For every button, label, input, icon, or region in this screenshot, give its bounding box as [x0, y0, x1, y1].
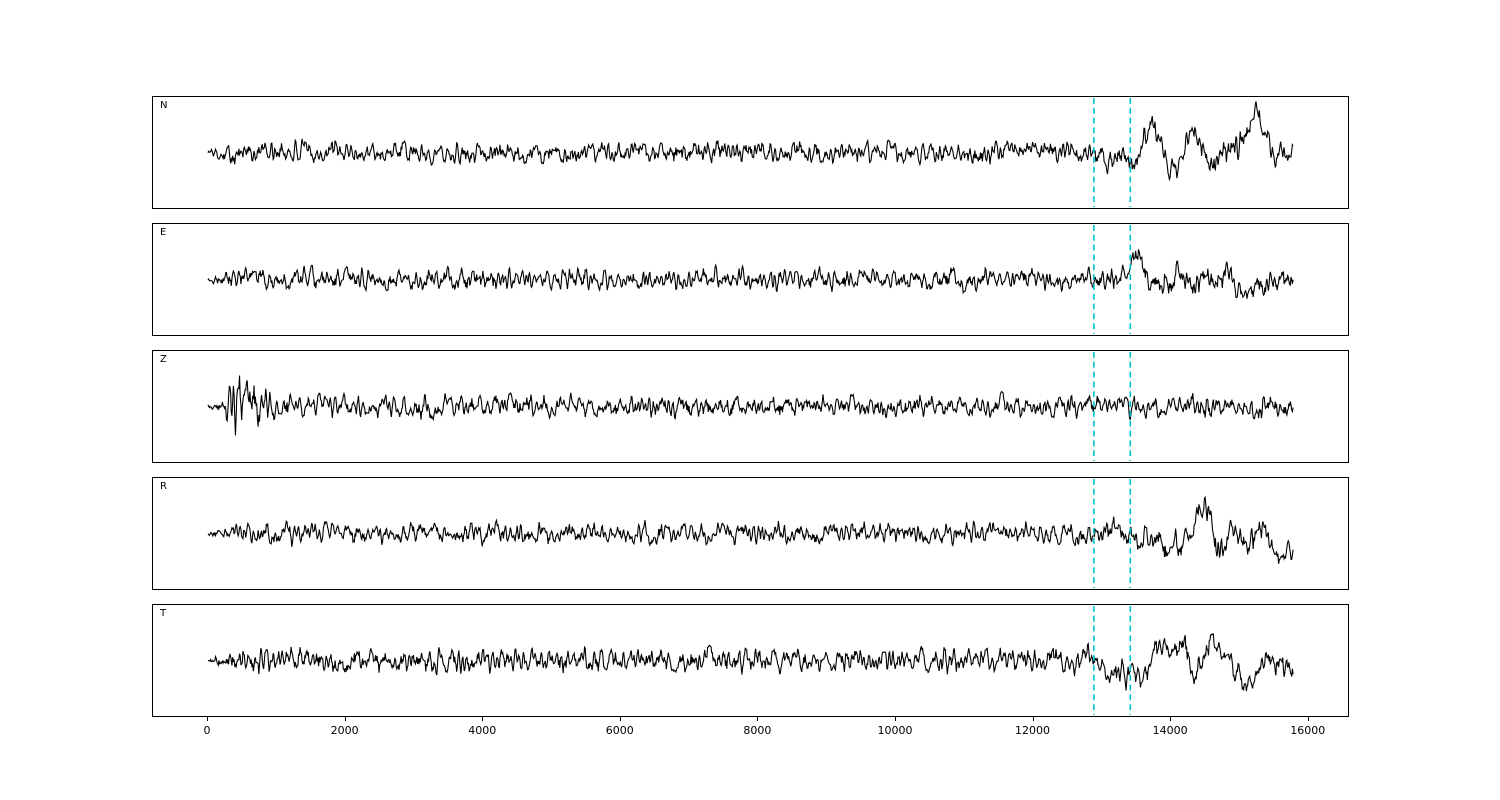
- panel-T: T: [152, 604, 1349, 717]
- panel-label-T: T: [160, 608, 167, 619]
- waveform-plot-T: [207, 605, 1294, 716]
- x-tick-mark: [1032, 717, 1034, 721]
- panel-label-E: E: [160, 227, 167, 238]
- x-tick-label: 8000: [743, 724, 772, 737]
- x-tick-mark: [344, 717, 346, 721]
- x-tick-mark: [619, 717, 621, 721]
- x-tick-label: 14000: [1152, 724, 1188, 737]
- x-tick-label: 10000: [877, 724, 913, 737]
- waveform-plot-E: [207, 224, 1294, 335]
- panel-label-N: N: [160, 100, 168, 111]
- waveform-plot-N: [207, 97, 1294, 208]
- waveform-plot-R: [207, 478, 1294, 589]
- x-tick-label: 0: [203, 724, 211, 737]
- waveform-trace: [207, 495, 1294, 564]
- panel-label-Z: Z: [160, 354, 167, 365]
- x-tick-label: 2000: [330, 724, 359, 737]
- x-tick-label: 4000: [468, 724, 497, 737]
- x-axis: 0 2000 4000 6000 8000 10000 12000 14000 …: [0, 717, 1500, 753]
- panel-R: R: [152, 477, 1349, 590]
- x-tick-label: 12000: [1015, 724, 1051, 737]
- x-tick-mark: [757, 717, 759, 721]
- waveform-trace: [207, 375, 1294, 436]
- x-tick-label: 6000: [605, 724, 634, 737]
- waveform-trace: [207, 248, 1294, 299]
- panel-Z: Z: [152, 350, 1349, 463]
- x-tick-mark: [1170, 717, 1172, 721]
- x-tick-label: 16000: [1290, 724, 1326, 737]
- x-tick-mark: [894, 717, 896, 721]
- panel-E: E: [152, 223, 1349, 336]
- x-tick-mark: [482, 717, 484, 721]
- panel-N: N: [152, 96, 1349, 209]
- waveform-plot-Z: [207, 351, 1294, 462]
- waveform-trace: [207, 101, 1294, 182]
- x-tick-mark: [1307, 717, 1309, 721]
- waveform-trace: [207, 633, 1294, 692]
- x-tick-mark: [207, 717, 209, 721]
- panel-label-R: R: [160, 481, 167, 492]
